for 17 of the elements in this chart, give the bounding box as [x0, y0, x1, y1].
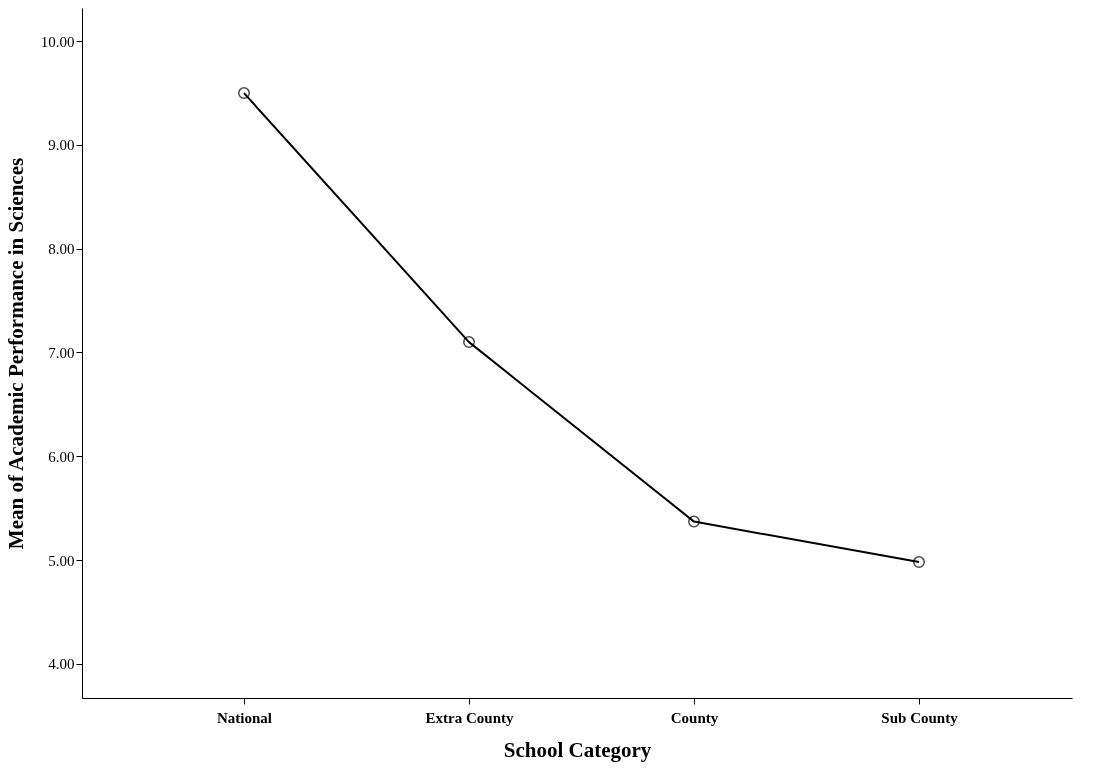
y-tick-label: 7.00 [48, 344, 75, 361]
point [688, 515, 700, 528]
x-tick-label: Sub County [881, 709, 959, 726]
x-tick-label: National [216, 709, 273, 726]
point [238, 87, 250, 100]
point [463, 336, 475, 349]
y-tick-label: 9.00 [48, 137, 75, 154]
y-axis-title: Mean of Academic Performance in Sciences [3, 157, 28, 550]
y-tick-label: 8.00 [48, 241, 75, 258]
y-tick-label: 5.00 [48, 552, 75, 569]
y-tick-label: 6.00 [48, 448, 75, 465]
x-tick-label: County [670, 709, 719, 726]
point [913, 556, 925, 569]
y-tick-label: 10.00 [40, 33, 75, 50]
y-tick-label: 4.00 [48, 656, 75, 673]
x-axis-title: School Category [503, 737, 652, 762]
x-tick-label: Extra County [425, 709, 514, 726]
